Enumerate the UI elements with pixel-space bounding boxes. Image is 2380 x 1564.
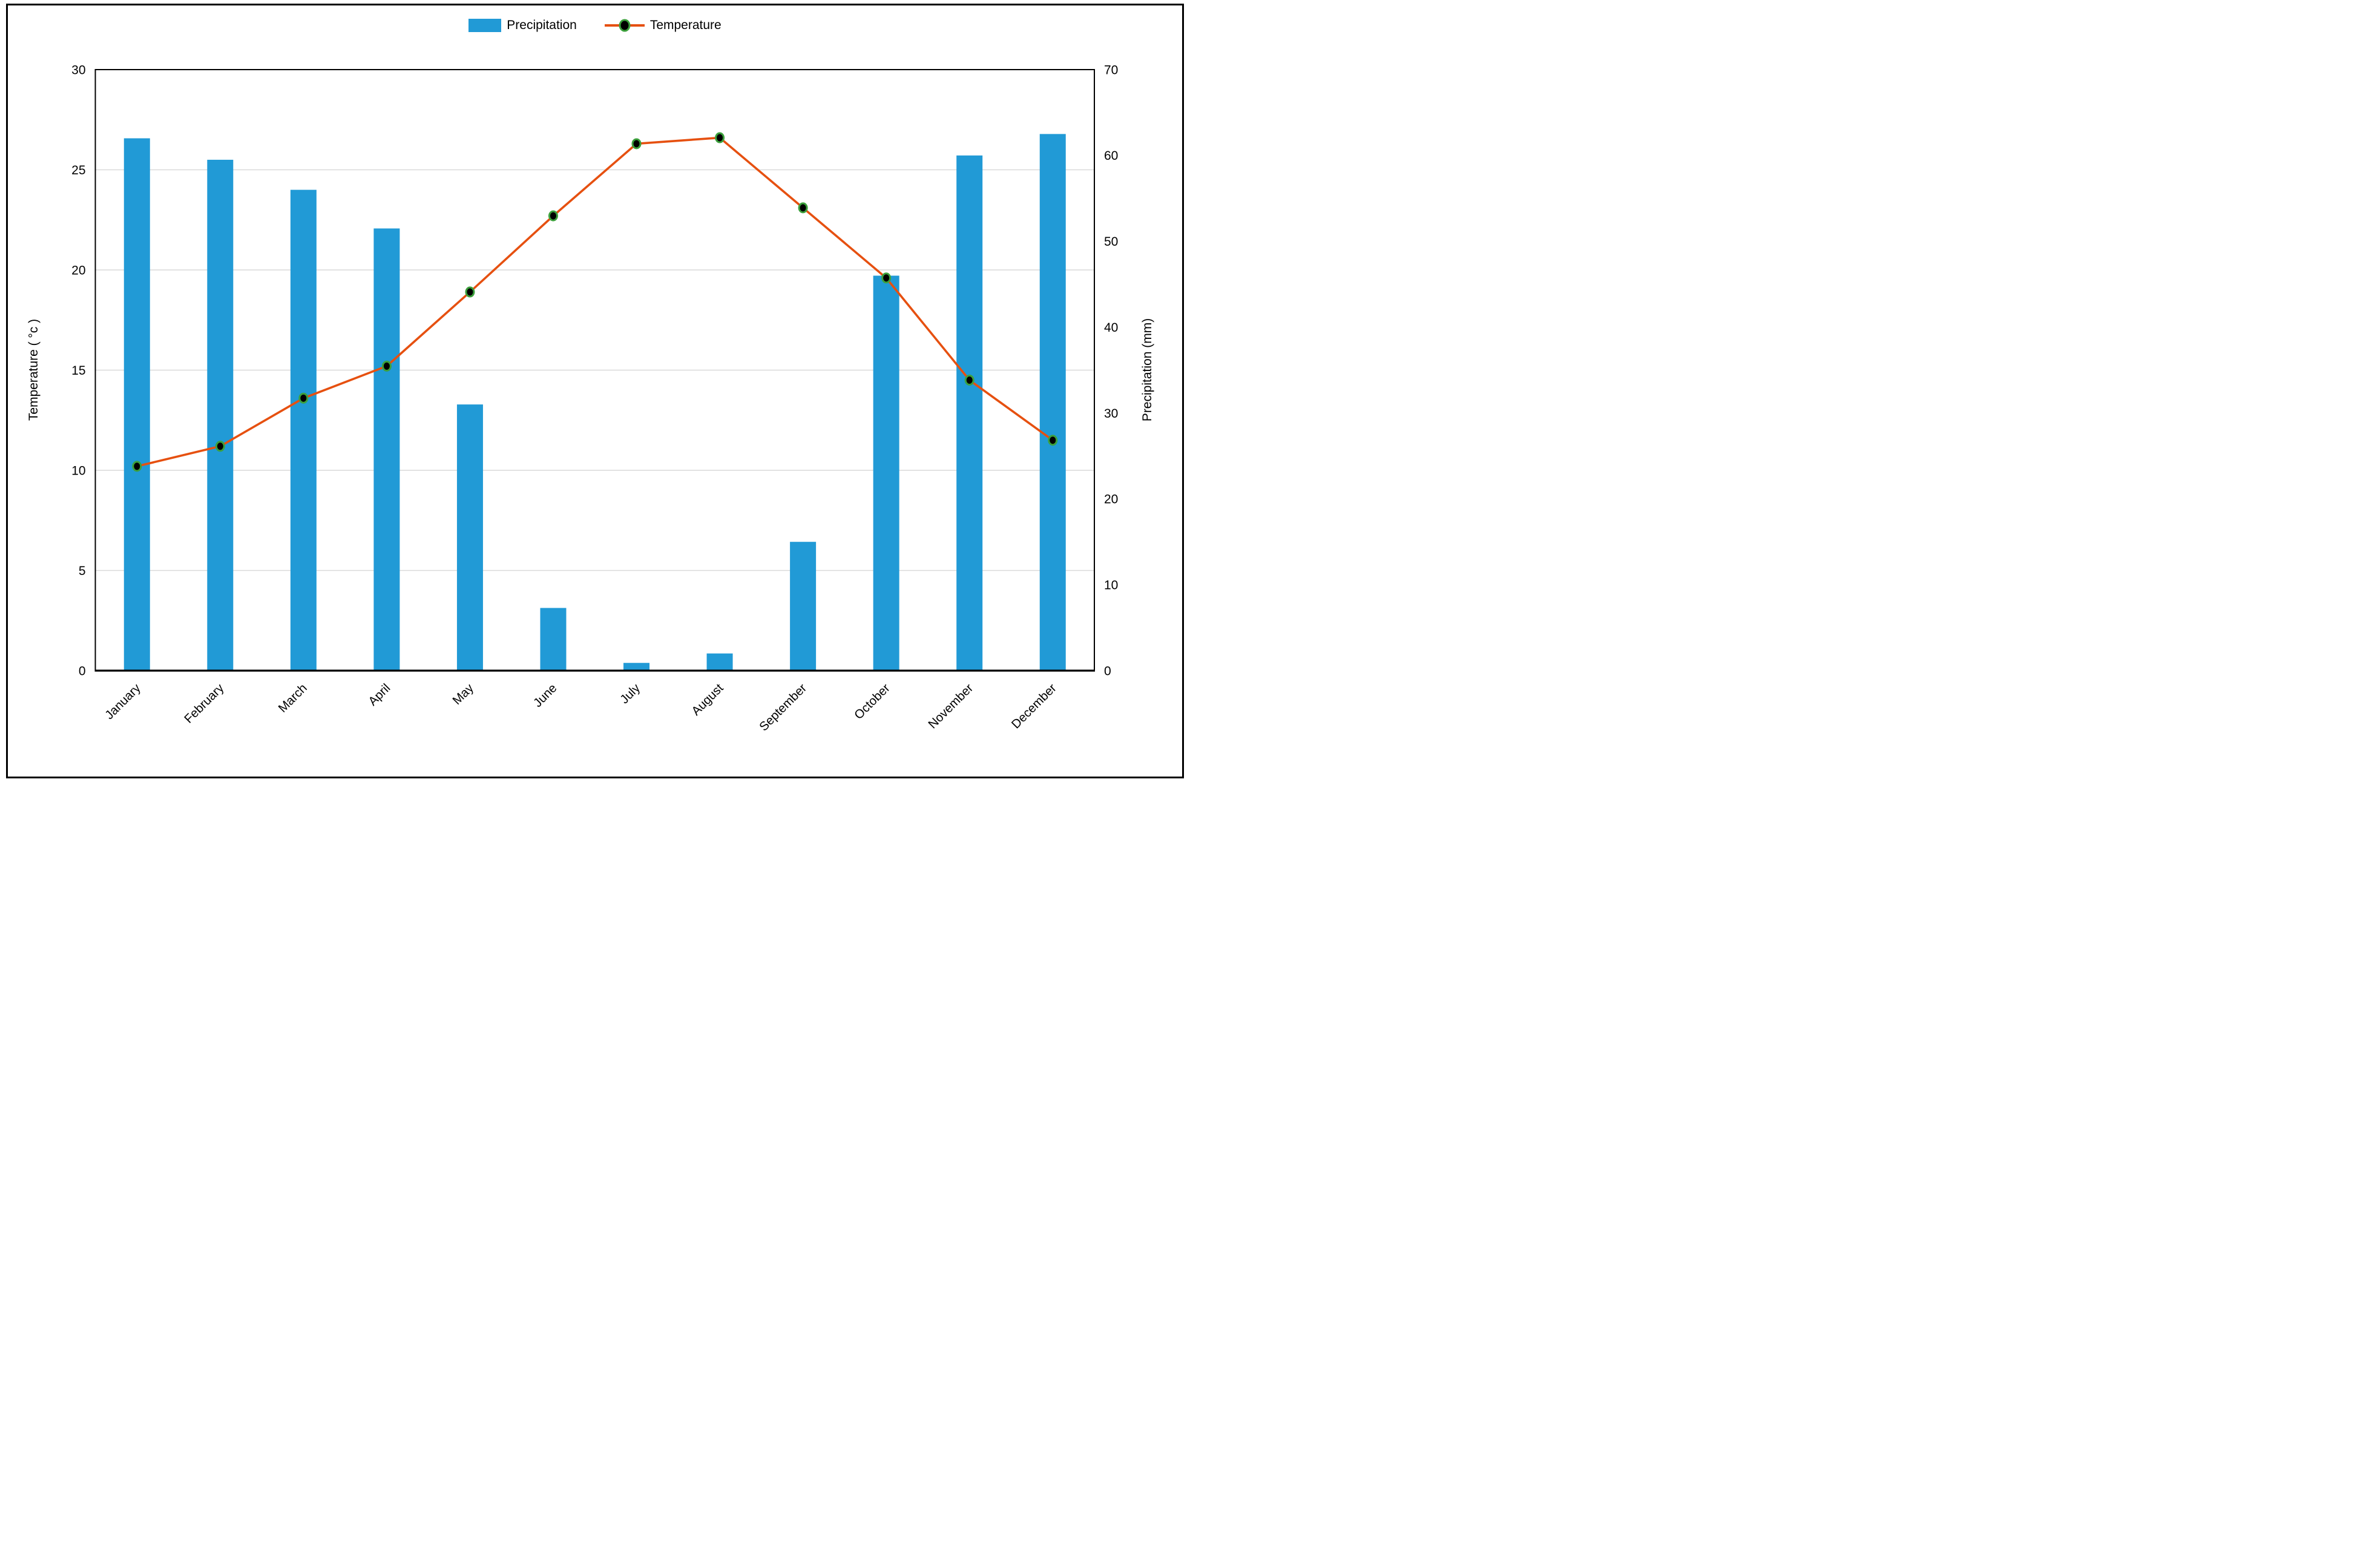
right-axis-tick-label: 0 xyxy=(1104,664,1111,678)
legend-item-precipitation: Precipitation xyxy=(468,18,577,33)
right-axis-tick-labels: 0 10 20 30 40 50 60 70 xyxy=(1104,63,1118,678)
climate-chart-figure: Precipitation Temperature 0 5 10 15 20 25 30 0… xyxy=(0,0,1190,782)
precipitation-bar xyxy=(623,663,650,671)
month-label: December xyxy=(1009,681,1059,731)
temperature-marker xyxy=(132,461,142,472)
left-axis-tick-label: 0 xyxy=(79,664,86,678)
month-label: November xyxy=(925,681,976,731)
temperature-marker xyxy=(881,272,892,284)
temperature-line xyxy=(132,132,1058,472)
right-axis-tick-label: 30 xyxy=(1104,407,1118,421)
precipitation-swatch-icon xyxy=(468,19,502,32)
precipitation-bar xyxy=(207,159,234,671)
left-axis-title: Temperature ( °c ) xyxy=(27,319,41,421)
chart-legend: Precipitation Temperature xyxy=(0,18,1190,33)
plot-border xyxy=(94,69,1095,672)
temperature-marker xyxy=(548,210,558,222)
temperature-marker xyxy=(298,392,309,404)
temperature-marker xyxy=(715,132,725,143)
month-labels: January February March April May June July Augu… xyxy=(102,681,1059,734)
temperature-marker xyxy=(964,375,975,386)
legend-label-temperature: Temperature xyxy=(649,18,722,32)
precipitation-bar xyxy=(540,608,567,671)
left-axis-tick-label: 30 xyxy=(71,63,85,77)
left-axis-tick-label: 20 xyxy=(71,263,85,277)
precipitation-bars xyxy=(123,134,1066,671)
precipitation-bar xyxy=(456,404,483,671)
month-label: October xyxy=(852,681,893,722)
temperature-polyline xyxy=(136,136,1054,468)
temperature-marker xyxy=(1048,435,1058,446)
temperature-marker xyxy=(631,138,642,150)
left-axis-tick-labels: 0 5 10 15 20 25 30 xyxy=(71,63,85,678)
month-label: July xyxy=(617,681,643,707)
gridlines xyxy=(95,169,1094,571)
legend-item-temperature: Temperature xyxy=(604,18,722,33)
right-axis-tick-label: 40 xyxy=(1104,321,1118,335)
precipitation-bar xyxy=(790,542,817,671)
right-axis-tick-label: 60 xyxy=(1104,149,1118,163)
left-axis-tick-label: 5 xyxy=(79,564,86,578)
legend-label-precipitation: Precipitation xyxy=(507,18,577,32)
month-label: September xyxy=(757,681,809,734)
temperature-marker xyxy=(215,441,225,452)
month-label: January xyxy=(102,681,143,722)
month-label: April xyxy=(366,681,393,708)
precipitation-bar xyxy=(373,228,400,671)
right-axis-tick-label: 10 xyxy=(1104,578,1118,592)
left-axis-tick-label: 15 xyxy=(71,364,85,378)
precipitation-bar xyxy=(706,653,733,671)
month-label: March xyxy=(275,681,310,715)
temperature-marker xyxy=(381,360,392,372)
right-axis-tick-label: 70 xyxy=(1104,63,1118,77)
climate-chart-plot: 0 5 10 15 20 25 30 0 10 20 30 40 50 60 70 January Febr… xyxy=(27,63,1154,734)
precipitation-bar xyxy=(290,189,317,671)
precipitation-bar xyxy=(956,155,983,671)
left-axis-tick-label: 10 xyxy=(71,464,85,478)
right-axis-tick-label: 20 xyxy=(1104,493,1118,507)
temperature-marker xyxy=(465,286,475,298)
temperature-marker xyxy=(798,202,808,214)
precipitation-bar xyxy=(1039,134,1066,671)
month-label: June xyxy=(531,681,560,710)
left-axis-tick-label: 25 xyxy=(71,163,85,177)
month-label: August xyxy=(689,681,726,718)
precipitation-bar xyxy=(873,275,899,671)
month-label: February xyxy=(182,681,227,726)
month-label: May xyxy=(450,681,476,708)
right-axis-title: Precipitation (mm) xyxy=(1140,318,1154,421)
temperature-line-marker-icon xyxy=(604,19,645,32)
right-axis-tick-label: 50 xyxy=(1104,235,1118,249)
precipitation-bar xyxy=(123,138,150,671)
